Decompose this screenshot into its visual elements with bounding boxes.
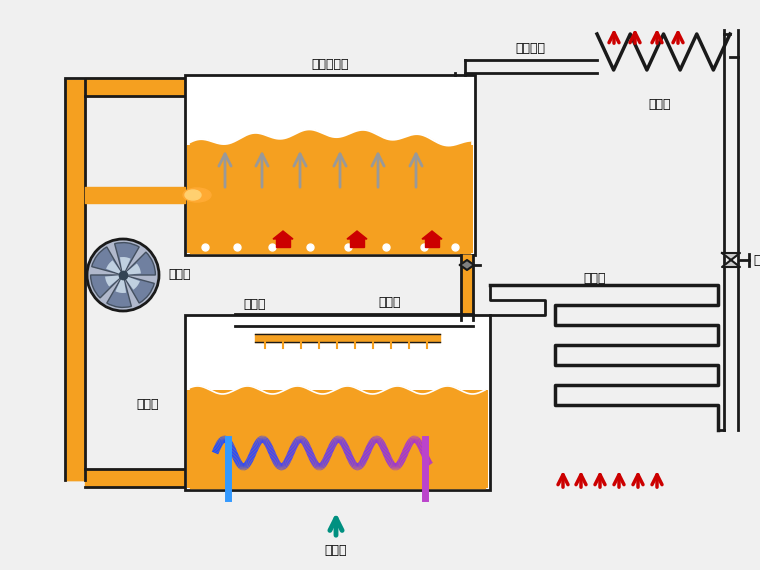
Ellipse shape <box>185 190 201 200</box>
Text: 冷却水: 冷却水 <box>325 544 347 556</box>
Polygon shape <box>350 239 364 247</box>
Text: 冷凝器: 冷凝器 <box>649 99 671 112</box>
Ellipse shape <box>183 188 211 202</box>
Polygon shape <box>460 260 474 270</box>
Text: 加热过程: 加热过程 <box>207 235 237 249</box>
Wedge shape <box>123 275 140 290</box>
Wedge shape <box>123 275 154 303</box>
Wedge shape <box>123 252 155 275</box>
Text: 循环泵: 循环泵 <box>168 268 191 282</box>
Polygon shape <box>347 231 367 239</box>
Polygon shape <box>425 239 439 247</box>
Text: 节流阀: 节流阀 <box>753 254 760 267</box>
Polygon shape <box>276 239 290 247</box>
Bar <box>185 315 490 490</box>
Circle shape <box>87 239 159 311</box>
Wedge shape <box>90 275 123 298</box>
Wedge shape <box>107 275 131 307</box>
Text: 制冷工质: 制冷工质 <box>515 42 545 55</box>
Wedge shape <box>115 243 139 275</box>
Wedge shape <box>120 257 131 275</box>
Wedge shape <box>123 263 141 275</box>
Polygon shape <box>273 231 293 239</box>
Wedge shape <box>92 247 123 275</box>
Text: 吸收器: 吸收器 <box>244 299 266 311</box>
Polygon shape <box>722 253 740 267</box>
Bar <box>187 390 488 488</box>
Text: 蒸发器: 蒸发器 <box>584 271 606 284</box>
Bar <box>187 145 473 253</box>
Wedge shape <box>105 275 123 287</box>
Text: 浓溶液: 浓溶液 <box>378 295 401 308</box>
Text: 稀溶液: 稀溶液 <box>137 398 160 412</box>
Polygon shape <box>422 231 442 239</box>
Text: 蒸汽发生器: 蒸汽发生器 <box>312 59 349 71</box>
Bar <box>185 75 475 255</box>
Wedge shape <box>116 275 126 293</box>
Wedge shape <box>106 260 123 275</box>
